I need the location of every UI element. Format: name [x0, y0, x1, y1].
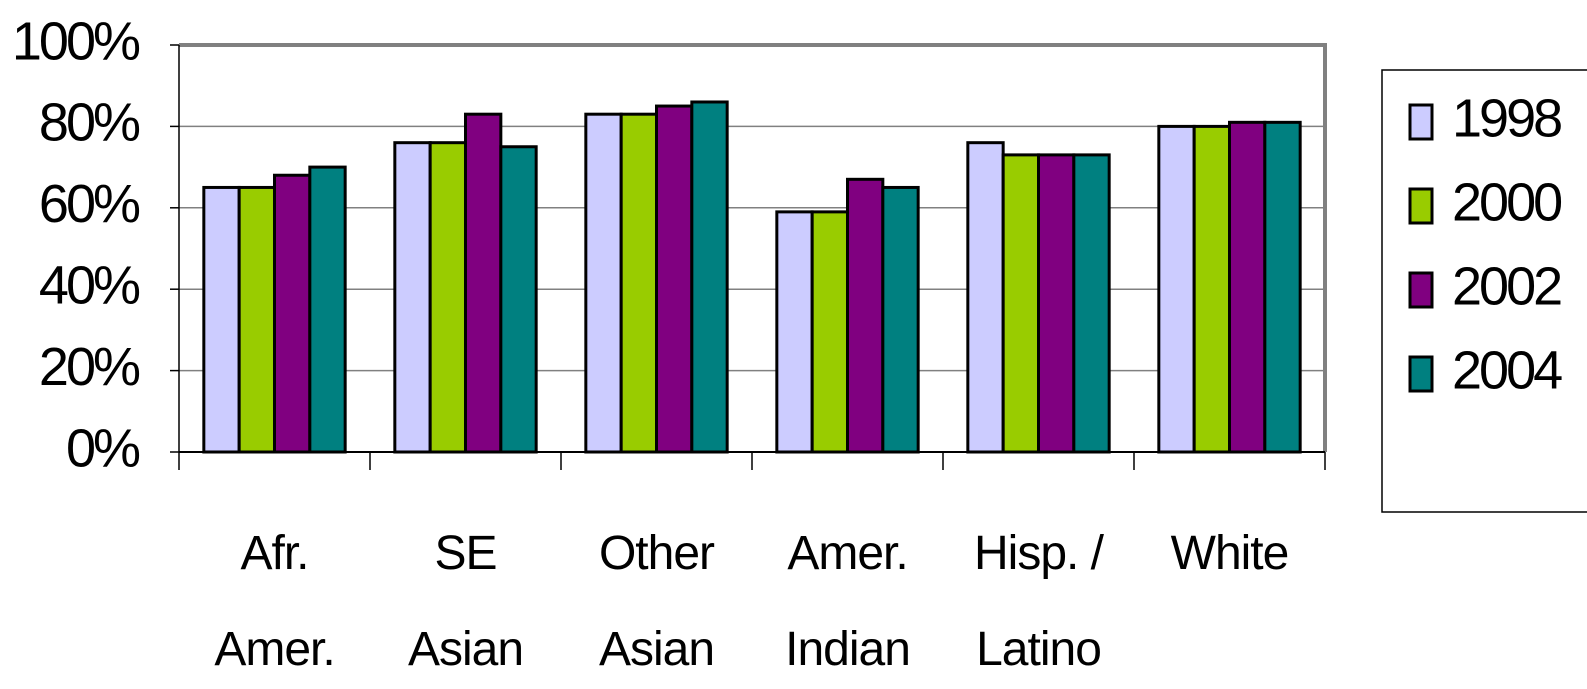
legend-swatch — [1408, 187, 1434, 225]
bar — [464, 112, 503, 454]
bar — [619, 112, 658, 454]
x-tick-label: Amer. Indian — [785, 527, 911, 676]
x-tick-label: SE Asian — [407, 527, 524, 676]
bar — [273, 173, 312, 454]
y-tick-label: 60% — [39, 174, 140, 234]
bar — [1192, 124, 1232, 454]
bar — [1228, 120, 1267, 454]
legend-label: 2004 — [1452, 340, 1562, 400]
bar — [775, 210, 814, 454]
bar — [1263, 120, 1302, 454]
bar — [393, 141, 432, 454]
x-tick-label: Afr. Amer. — [214, 527, 335, 676]
x-tick-label: Other Asian — [598, 527, 715, 676]
x-tick-label: White — [1170, 527, 1290, 580]
legend-swatch — [1408, 271, 1434, 309]
bar — [428, 141, 468, 454]
bar — [966, 141, 1005, 454]
x-tick-label: Hisp. / Latino — [973, 527, 1104, 676]
legend-swatch — [1408, 355, 1434, 393]
bar — [1037, 153, 1076, 454]
legend-label: 1998 — [1452, 88, 1561, 148]
plot-border — [179, 43, 1327, 452]
bar — [584, 112, 623, 454]
y-tick-label: 100% — [12, 11, 140, 71]
bar — [690, 100, 729, 454]
legend-swatch — [1408, 103, 1434, 141]
bar — [237, 185, 276, 454]
y-tick-label: 80% — [39, 93, 140, 153]
y-tick-label: 40% — [39, 255, 140, 315]
bar — [308, 165, 347, 454]
bar — [846, 177, 885, 454]
bar — [810, 210, 849, 454]
bar — [655, 104, 694, 454]
bar — [202, 185, 241, 454]
y-tick-label: 20% — [39, 337, 140, 397]
legend-label: 2002 — [1452, 256, 1561, 316]
y-tick-label: 0% — [66, 418, 140, 478]
bar — [881, 185, 920, 454]
bar — [1072, 153, 1111, 454]
bar — [1157, 124, 1196, 454]
legend-label: 2000 — [1452, 172, 1561, 232]
bar — [1001, 153, 1040, 454]
bar — [499, 145, 538, 454]
